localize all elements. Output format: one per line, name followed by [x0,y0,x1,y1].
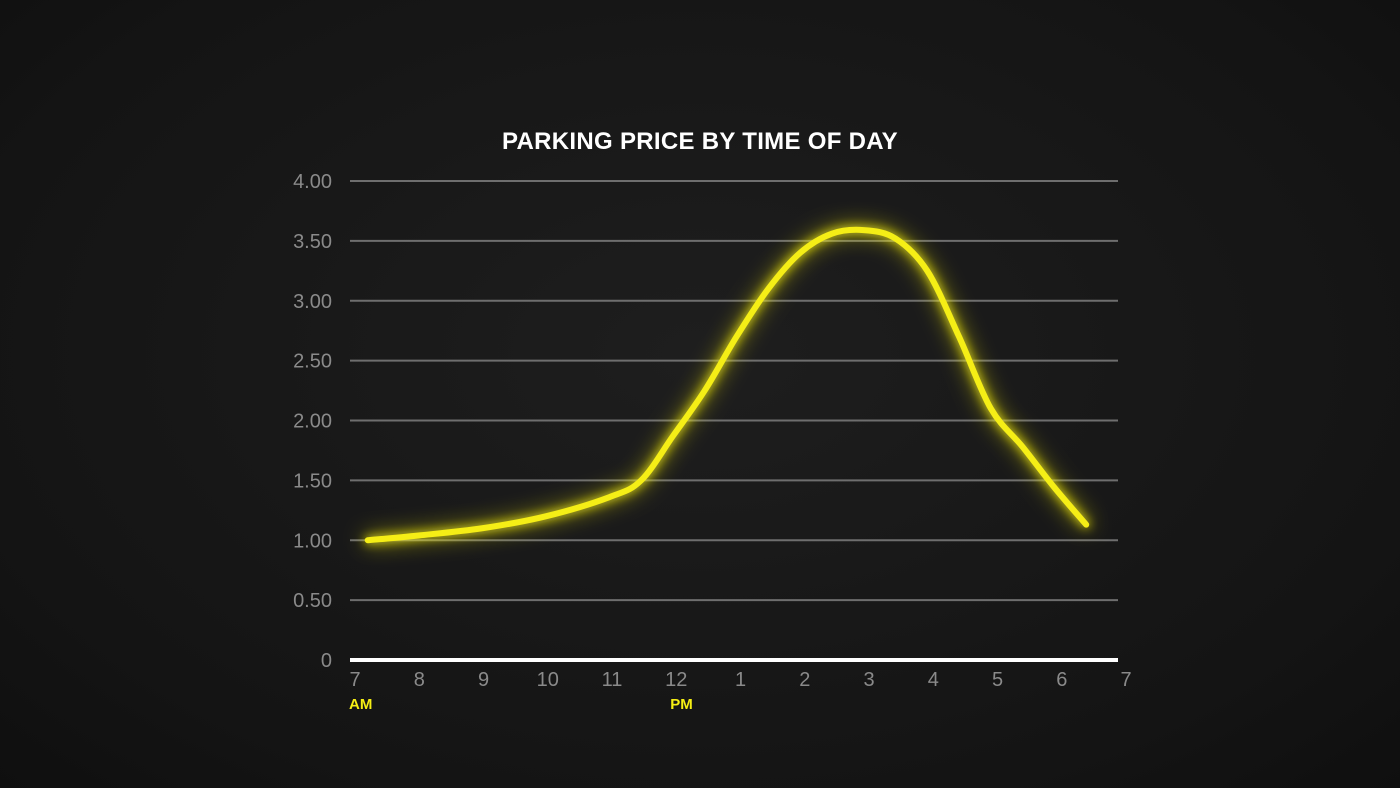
series-line [364,226,1090,544]
x-tick-label: 10 [537,669,559,691]
period-label: AM [349,696,372,713]
x-tick-label: 4 [928,669,939,691]
x-tick-label: 11 [602,669,623,691]
x-tick-labels: 7 8 9 10 11 12 1 2 3 4 5 6 7AM PM [349,669,1132,713]
y-tick-label: 1.50 [293,470,332,492]
y-tick-label: 2.00 [293,411,332,433]
x-tick-label: 2 [799,669,810,691]
x-tick-label: 9 [478,669,489,691]
y-tick-label: 1.00 [293,530,332,552]
y-tick-label: 3.00 [293,291,332,313]
y-tick-labels: 0 0.50 1.00 1.50 2.00 2.50 3.00 3.50 4.00 [293,171,332,672]
x-tick-label: 12 [665,669,687,691]
x-tick-label: 8 [414,669,425,691]
x-tick-label: 6 [1056,669,1067,691]
chart-title: PARKING PRICE BY TIME OF DAY [501,128,898,155]
y-tick-label: 0.50 [293,590,332,612]
x-tick-label: 1 [735,669,746,691]
x-tick-label: 3 [863,669,874,691]
y-tick-label: 4.00 [293,171,332,193]
series-layer [364,226,1090,544]
x-tick-label: 5 [992,669,1003,691]
x-tick-label: 7 [349,669,360,691]
y-tick-label: 0 [321,650,332,672]
grid-lines [350,180,1118,602]
y-tick-label: 2.50 [293,351,332,373]
x-tick-label: 7 [1120,669,1131,691]
y-tick-label: 3.50 [293,231,332,253]
period-label: PM [670,696,693,713]
